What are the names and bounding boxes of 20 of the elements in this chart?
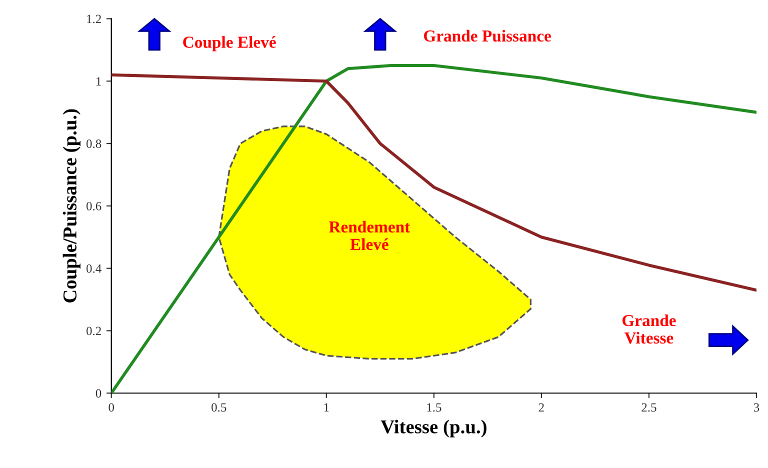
x-tick-label: 0 xyxy=(108,403,114,412)
y-axis-title: Couple/Puissance (p.u.) xyxy=(62,109,80,302)
x-tick-label: 3 xyxy=(754,403,760,412)
y-tick-label: 0.2 xyxy=(86,326,101,336)
x-tick-label: 1.5 xyxy=(427,403,442,412)
y-tick-label: 1 xyxy=(96,77,101,86)
x-tick-label: 0.5 xyxy=(212,403,226,412)
y-tick-label: 0 xyxy=(96,389,102,398)
y-tick-label: 1.2 xyxy=(87,14,101,24)
x-tick-label: 1 xyxy=(324,403,329,412)
annotation: Grande Vitesse xyxy=(622,314,676,344)
x-tick-label: 2.5 xyxy=(642,403,656,412)
annotation: Couple Elevé xyxy=(183,36,276,52)
annotation: Grande Puissance xyxy=(424,30,551,42)
y-tick-label: 0.6 xyxy=(86,202,102,210)
annotation: Rendement Elevé xyxy=(328,220,410,250)
y-tick-label: 0.8 xyxy=(86,140,102,148)
x-axis-title: Vitesse (p.u.) xyxy=(380,420,486,438)
x-tick-label: 2 xyxy=(538,403,544,412)
y-tick-label: 0.4 xyxy=(86,264,102,273)
